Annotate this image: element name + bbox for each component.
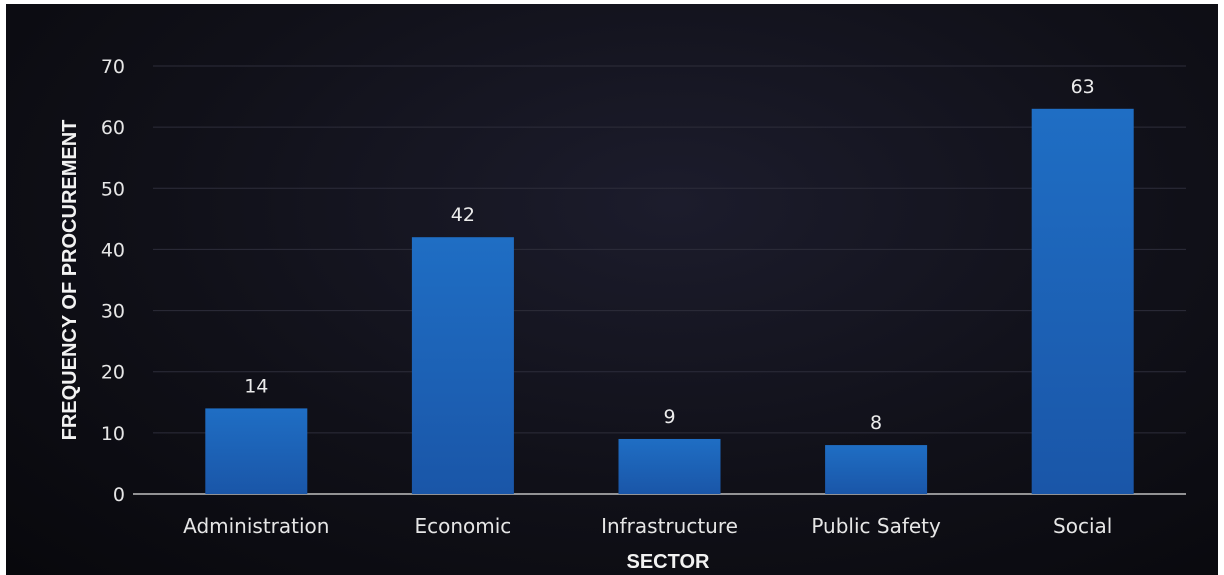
data-label: 9 bbox=[663, 406, 675, 428]
y-tick-label: 50 bbox=[101, 178, 125, 200]
x-tick-label: Social bbox=[1053, 514, 1112, 538]
data-label: 63 bbox=[1071, 76, 1095, 98]
y-tick-label: 30 bbox=[101, 301, 125, 323]
y-tick-label: 60 bbox=[101, 117, 125, 139]
bar-economic bbox=[411, 237, 514, 494]
bar-public-safety bbox=[825, 445, 928, 494]
x-tick-label: Economic bbox=[414, 514, 511, 538]
x-axis-title: SECTOR bbox=[627, 551, 711, 573]
y-tick-label: 70 bbox=[101, 56, 125, 78]
x-tick-label: Administration bbox=[183, 514, 329, 538]
x-tick-label: Infrastructure bbox=[601, 514, 738, 538]
bar-infrastructure bbox=[618, 438, 721, 494]
data-label: 14 bbox=[244, 375, 268, 397]
bar-social bbox=[1031, 108, 1134, 495]
x-tick-label: Public Safety bbox=[811, 514, 941, 538]
labels: 0 10 20 30 40 50 60 70 14 Administration 42 Economi… bbox=[101, 56, 1113, 538]
y-tick-label: 10 bbox=[101, 423, 125, 445]
y-tick-label: 20 bbox=[101, 362, 125, 384]
data-label: 8 bbox=[870, 412, 882, 434]
bar-administration bbox=[205, 408, 308, 494]
gridlines bbox=[133, 65, 1186, 495]
y-tick-label: 0 bbox=[113, 484, 125, 506]
bars bbox=[205, 108, 1134, 495]
y-axis-title: FREQUENCY OF PROCUREMENT bbox=[59, 120, 81, 441]
y-tick-label: 40 bbox=[101, 239, 125, 261]
data-label: 42 bbox=[451, 204, 475, 226]
